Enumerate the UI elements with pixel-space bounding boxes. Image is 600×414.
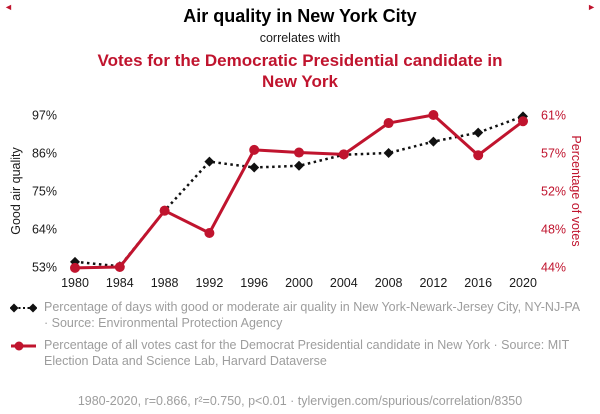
svg-text:64%: 64% <box>32 223 57 237</box>
svg-text:48%: 48% <box>541 223 566 237</box>
legend-item-votes: Percentage of all votes cast for the Dem… <box>10 337 592 370</box>
svg-text:61%: 61% <box>541 109 566 123</box>
right-axis-label: Percentage of votes <box>569 135 583 247</box>
svg-text:1984: 1984 <box>106 276 134 290</box>
legend-text: Percentage of days with good or moderate… <box>44 300 580 331</box>
svg-text:1988: 1988 <box>151 276 179 290</box>
left-axis-label: Good air quality <box>9 147 23 235</box>
svg-text:2020: 2020 <box>509 276 537 290</box>
svg-text:1996: 1996 <box>240 276 268 290</box>
svg-text:52%: 52% <box>541 185 566 199</box>
svg-text:44%: 44% <box>541 261 566 275</box>
page-title: Air quality in New York City <box>183 6 417 26</box>
svg-text:2004: 2004 <box>330 276 358 290</box>
svg-text:2000: 2000 <box>285 276 313 290</box>
svg-text:1980: 1980 <box>61 276 89 290</box>
chart-legend: Percentage of days with good or moderate… <box>10 299 592 374</box>
svg-text:53%: 53% <box>32 261 57 275</box>
svg-text:2008: 2008 <box>375 276 403 290</box>
svg-text:2016: 2016 <box>464 276 492 290</box>
secondary-title: Votes for the Democratic Presidential ca… <box>97 51 503 92</box>
legend-item-air-quality: Percentage of days with good or moderate… <box>10 299 592 332</box>
footer-stats-and-url: 1980-2020, r=0.866, r²=0.750, p<0.01 · t… <box>77 394 523 408</box>
legend-text: Percentage of all votes cast for the Dem… <box>44 337 570 368</box>
next-arrow-icon[interactable]: ► <box>587 2 596 12</box>
dotted-diamond-line-icon <box>10 303 37 313</box>
correlates-with-label: correlates with <box>259 31 341 45</box>
prev-arrow-icon[interactable]: ◄ <box>4 2 13 12</box>
svg-text:97%: 97% <box>32 109 57 123</box>
svg-text:57%: 57% <box>541 147 566 161</box>
svg-text:86%: 86% <box>32 147 57 161</box>
svg-text:1992: 1992 <box>195 276 223 290</box>
svg-text:75%: 75% <box>32 185 57 199</box>
chart-header: Air quality in New York City correlates … <box>0 6 600 93</box>
red-circle-line-icon <box>11 341 36 350</box>
svg-text:2012: 2012 <box>419 276 447 290</box>
